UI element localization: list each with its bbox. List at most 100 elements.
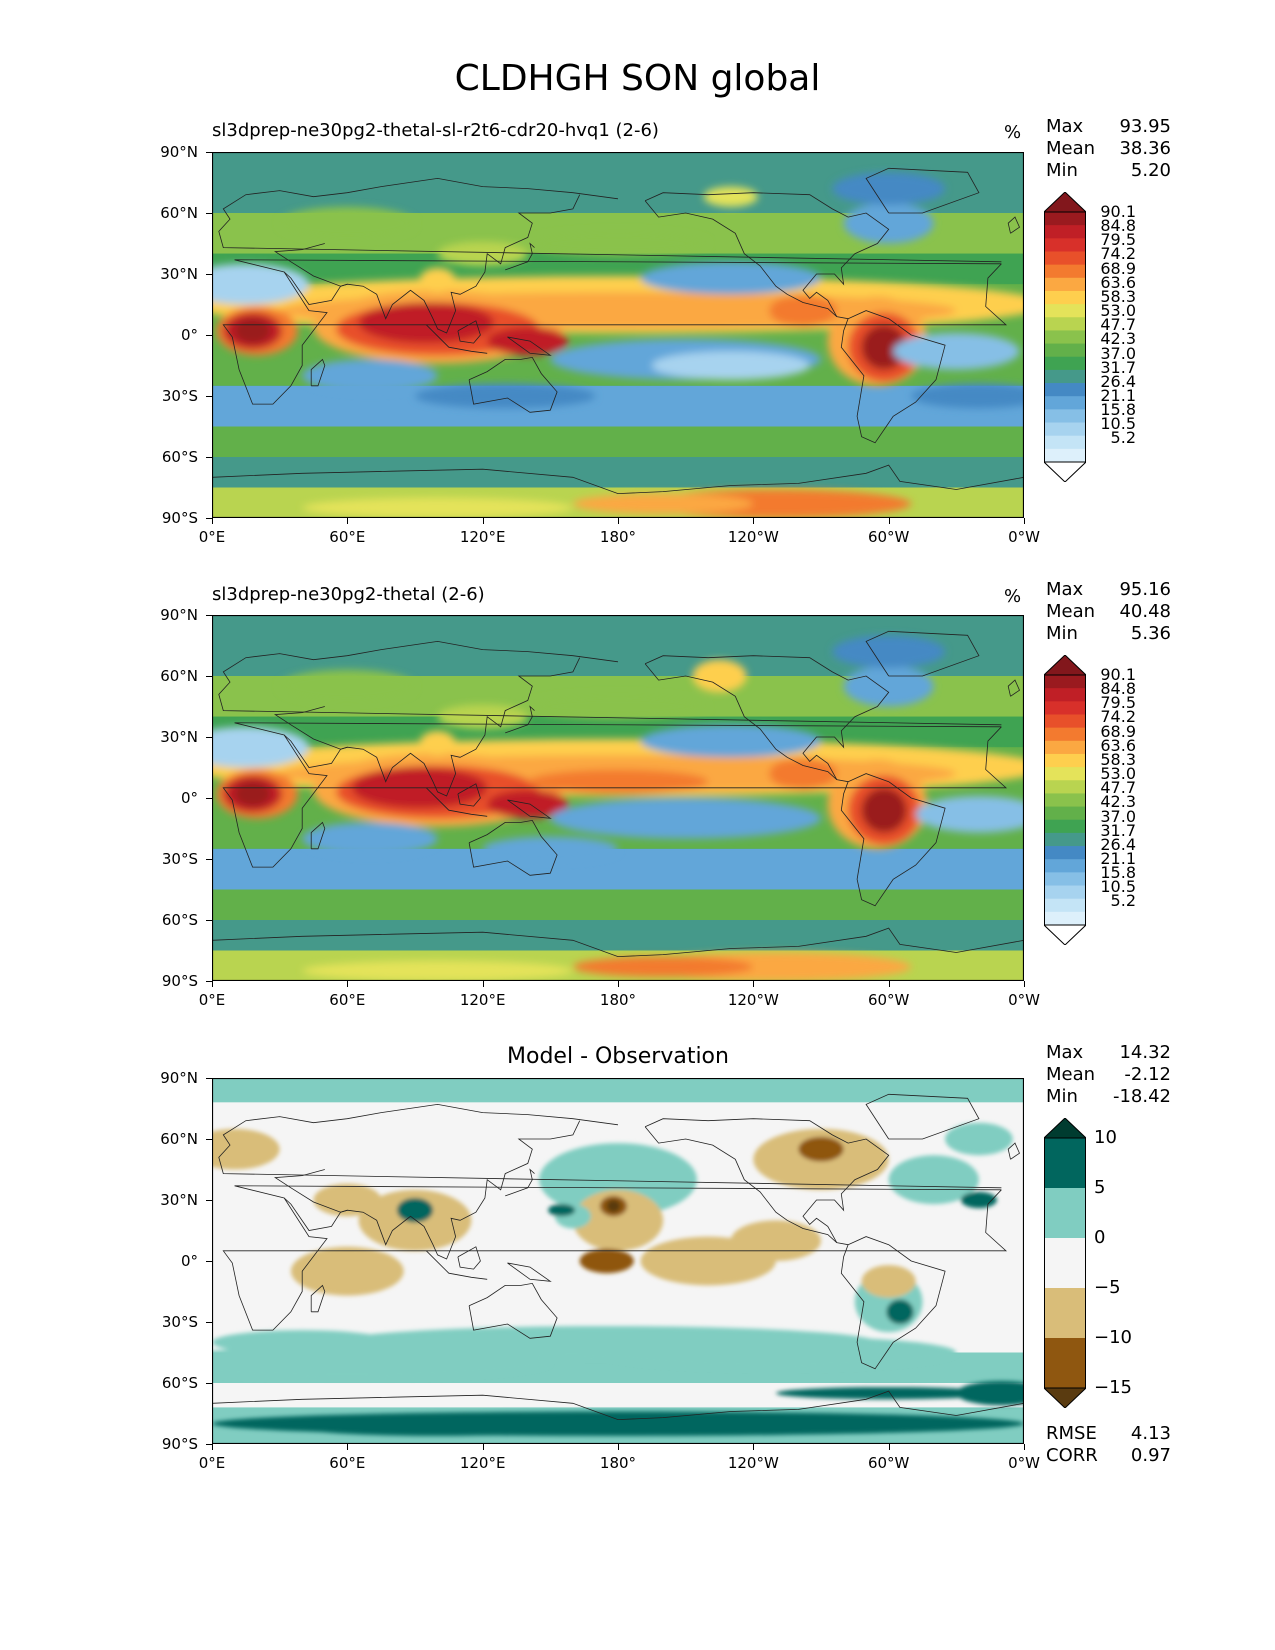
coastline xyxy=(1007,679,1021,697)
colorbar-segment xyxy=(1044,317,1086,331)
mean-label: Mean xyxy=(1046,1064,1096,1085)
lon-tick-mark xyxy=(753,518,755,524)
max-label: Max xyxy=(1046,1042,1084,1063)
contour-region xyxy=(548,1204,576,1217)
panel-3-skill: RMSE 4.13 CORR 0.97 xyxy=(1046,1423,1171,1467)
coastline xyxy=(644,192,890,320)
lat-tick-label: 60°N xyxy=(160,204,198,222)
contour-region xyxy=(915,795,1024,833)
lat-tick-label: 90°N xyxy=(160,1069,198,1087)
lon-tick-mark xyxy=(618,981,619,987)
colorbar-tick-label: 74.2 xyxy=(1100,244,1136,264)
contour-region xyxy=(212,1128,280,1170)
figure-title: CLDHGH SON global xyxy=(454,58,821,99)
mean-value: 40.48 xyxy=(1119,601,1171,622)
lon-tick-label: 0°E xyxy=(198,1454,226,1472)
coastline xyxy=(273,243,348,287)
colorbar-segment xyxy=(1044,898,1086,913)
coastline xyxy=(457,783,481,807)
contour-region xyxy=(358,302,494,344)
rmse-label: RMSE xyxy=(1046,1423,1097,1444)
lat-tick-label: 90°N xyxy=(160,606,198,624)
lon-tick-label: 120°E xyxy=(459,991,506,1009)
contour-region xyxy=(843,202,934,244)
colorbar-segment xyxy=(1044,832,1086,847)
colorbar-segment xyxy=(1044,701,1086,715)
panel-1-subtitle: sl3dprep-ne30pg2-thetal-sl-r2t6-cdr20-hv… xyxy=(212,120,659,141)
coastline xyxy=(212,927,1024,958)
contour-region xyxy=(550,798,821,839)
colorbar-frame xyxy=(1044,1137,1086,1389)
map-frame xyxy=(212,152,1024,518)
panel-3-map xyxy=(212,1078,1024,1444)
colorbar-segment xyxy=(1044,753,1086,768)
colorbar-tick-label: 37.0 xyxy=(1100,806,1136,826)
lat-tick-mark xyxy=(206,1444,212,1445)
colorbar-segment xyxy=(1044,343,1086,358)
colorbar-segment xyxy=(1044,1238,1086,1289)
colorbar-segment xyxy=(1044,859,1086,873)
colorbar-segment xyxy=(1044,846,1086,860)
lon-tick-label: 180° xyxy=(599,1454,637,1472)
contour-region xyxy=(419,730,456,756)
lat-tick-label: 60°N xyxy=(160,1130,198,1148)
panel-3-title: Model - Observation xyxy=(507,1044,729,1069)
colorbar-tick-label: 10.5 xyxy=(1100,414,1136,434)
lon-tick-label: 60°W xyxy=(867,528,910,546)
colorbar-tick-label: 31.7 xyxy=(1100,820,1136,840)
coastline xyxy=(507,336,552,356)
contour-region xyxy=(419,267,456,293)
colorbar-tick-label: 74.2 xyxy=(1100,707,1136,727)
coastline xyxy=(426,1250,488,1280)
coastline xyxy=(865,630,980,677)
colorbar-tick-label: 10.5 xyxy=(1100,877,1136,897)
coastline xyxy=(1007,216,1021,234)
colorbar-segment xyxy=(1044,212,1086,226)
lon-tick-mark xyxy=(618,1444,619,1450)
lat-tick-label: 60°S xyxy=(161,911,198,929)
zonal-band xyxy=(212,426,1024,457)
coastline xyxy=(840,773,946,907)
coastline xyxy=(507,1262,552,1282)
colorbar-tick-label: 5.2 xyxy=(1110,891,1136,911)
contour-region xyxy=(832,635,946,668)
lon-tick-label: 60°E xyxy=(329,528,366,546)
lat-tick-label: 60°S xyxy=(161,1374,198,1392)
colorbar-segment xyxy=(1044,277,1086,292)
contour-region xyxy=(302,497,573,518)
contour-region xyxy=(527,769,709,794)
lat-tick-label: 30°S xyxy=(161,387,198,405)
colorbar-segment xyxy=(1044,675,1086,689)
field-contours xyxy=(212,172,1024,518)
colorbar-tick-label: 42.3 xyxy=(1100,792,1136,812)
contour-region xyxy=(572,493,754,514)
lat-tick-label: 30°S xyxy=(161,850,198,868)
contour-region xyxy=(212,263,309,305)
contour-region xyxy=(290,1246,404,1296)
lon-tick-mark xyxy=(347,1444,349,1450)
coastline xyxy=(865,167,980,214)
colorbar-extend-max xyxy=(1044,655,1086,676)
panel-1-units: % xyxy=(1004,122,1022,143)
coastline xyxy=(507,799,552,819)
colorbar-segment xyxy=(1044,872,1086,887)
contour-region xyxy=(893,332,1020,370)
contour-region xyxy=(302,822,438,855)
contour-region xyxy=(861,324,907,370)
contour-region xyxy=(798,1136,844,1162)
colorbar-tick-label: 31.7 xyxy=(1100,357,1136,377)
lat-tick-mark xyxy=(206,1200,212,1201)
contour-region xyxy=(886,1299,914,1325)
contour-region xyxy=(572,1189,664,1251)
max-value: 95.16 xyxy=(1119,579,1171,600)
max-value: 93.95 xyxy=(1119,116,1171,137)
min-label: Min xyxy=(1046,1086,1078,1107)
colorbar-segment xyxy=(1044,290,1086,305)
contour-region xyxy=(437,241,528,266)
contour-region xyxy=(775,1387,1002,1400)
contour-region xyxy=(911,383,1024,409)
coastline xyxy=(218,177,1002,263)
lat-tick-label: 60°S xyxy=(161,448,198,466)
colorbar-tick-label: 84.8 xyxy=(1100,216,1136,236)
coastline xyxy=(1007,1142,1021,1160)
